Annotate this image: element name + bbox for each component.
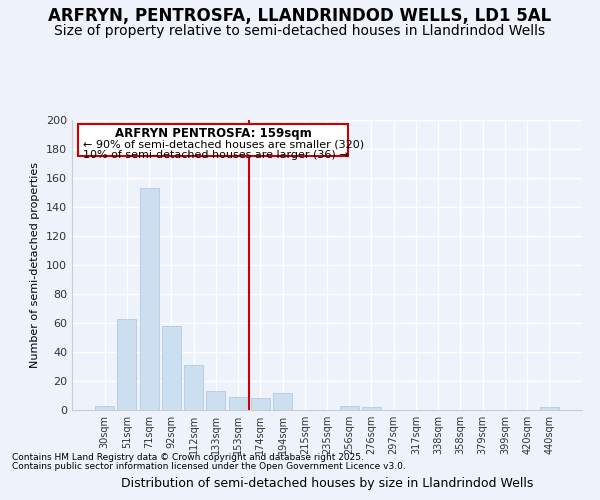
Bar xyxy=(206,391,225,410)
Bar xyxy=(340,406,359,410)
Text: Distribution of semi-detached houses by size in Llandrindod Wells: Distribution of semi-detached houses by … xyxy=(121,477,533,490)
Bar xyxy=(184,365,203,410)
Bar xyxy=(162,326,181,410)
Bar xyxy=(251,398,270,410)
Text: ARFRYN PENTROSFA: 159sqm: ARFRYN PENTROSFA: 159sqm xyxy=(115,128,311,140)
Y-axis label: Number of semi-detached properties: Number of semi-detached properties xyxy=(31,162,40,368)
Bar xyxy=(118,318,136,410)
Bar xyxy=(140,188,158,410)
Text: 10% of semi-detached houses are larger (36) →: 10% of semi-detached houses are larger (… xyxy=(83,150,349,160)
Text: Contains public sector information licensed under the Open Government Licence v3: Contains public sector information licen… xyxy=(12,462,406,471)
Bar xyxy=(229,397,248,410)
Bar xyxy=(273,392,292,410)
Text: ARFRYN, PENTROSFA, LLANDRINDOD WELLS, LD1 5AL: ARFRYN, PENTROSFA, LLANDRINDOD WELLS, LD… xyxy=(49,8,551,26)
Bar xyxy=(95,406,114,410)
Bar xyxy=(362,407,381,410)
Text: ← 90% of semi-detached houses are smaller (320): ← 90% of semi-detached houses are smalle… xyxy=(83,140,364,149)
Text: Contains HM Land Registry data © Crown copyright and database right 2025.: Contains HM Land Registry data © Crown c… xyxy=(12,454,364,462)
Bar xyxy=(540,407,559,410)
Text: Size of property relative to semi-detached houses in Llandrindod Wells: Size of property relative to semi-detach… xyxy=(55,24,545,38)
